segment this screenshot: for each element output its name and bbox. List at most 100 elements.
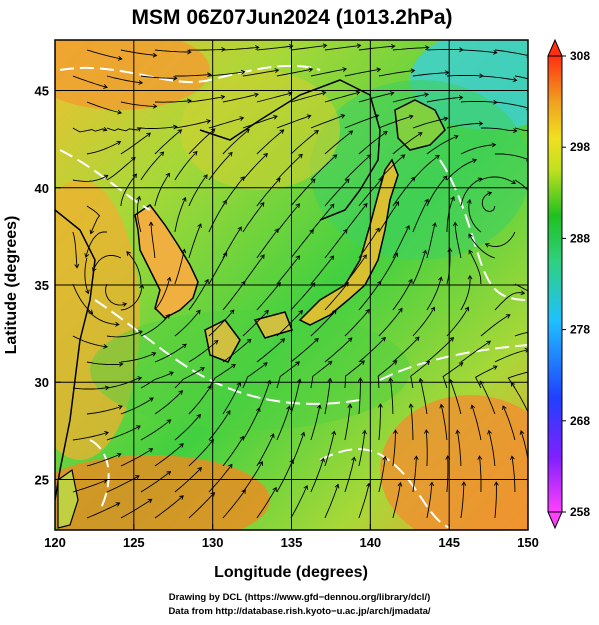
streamline-arrowhead <box>264 309 269 315</box>
streamline-arrowhead <box>408 403 414 408</box>
streamline <box>392 93 429 103</box>
streamline-arrowhead <box>452 221 458 227</box>
x-axis-label: Longitude (degrees) <box>214 564 368 581</box>
streamline-arrowhead <box>487 191 493 196</box>
streamline <box>460 144 496 155</box>
streamline <box>449 379 462 415</box>
streamline <box>188 174 208 207</box>
streamline-arrowhead <box>478 121 484 126</box>
streamline <box>485 231 516 247</box>
streamline <box>256 338 285 363</box>
colorbar-tick-label: 298 <box>570 140 590 154</box>
streamline <box>276 406 291 441</box>
streamline <box>460 177 482 207</box>
streamline <box>480 127 517 132</box>
streamline-arrowhead <box>491 142 497 148</box>
streamline-arrowhead <box>466 199 472 204</box>
streamline <box>72 231 78 268</box>
streamline-arrowhead <box>159 151 165 157</box>
streamline <box>140 314 170 337</box>
streamline <box>324 484 339 519</box>
streamline <box>378 456 386 493</box>
streamline-arrowhead <box>187 49 192 55</box>
streamline <box>344 68 381 77</box>
streamline-arrowhead <box>203 174 208 179</box>
streamline-arrowhead <box>240 176 245 181</box>
streamline-arrowhead <box>464 306 469 312</box>
streamline <box>120 284 143 311</box>
streamline <box>378 308 403 337</box>
colorbar-bottom-arrow <box>547 511 563 530</box>
streamline-arrowhead <box>103 174 109 180</box>
streamline <box>256 178 281 207</box>
streamline-arrowhead <box>347 337 353 343</box>
streamline-arrowhead <box>321 90 327 96</box>
streamline-arrowhead <box>487 429 492 435</box>
streamline <box>426 482 433 519</box>
streamline-arrowhead <box>272 486 277 492</box>
streamline <box>344 457 355 493</box>
streamline <box>324 130 353 155</box>
streamline <box>494 101 528 109</box>
streamline-arrowhead <box>425 360 431 366</box>
streamline <box>106 75 143 84</box>
contour-line <box>89 439 110 511</box>
streamline <box>154 100 191 103</box>
streamline-arrowhead <box>512 128 518 134</box>
streamline <box>446 75 483 77</box>
streamline <box>324 431 335 467</box>
streamline-arrowhead <box>378 403 383 408</box>
streamline-arrowhead <box>200 367 205 372</box>
streamline <box>86 405 123 415</box>
streamline <box>412 199 429 233</box>
streamline <box>154 443 184 467</box>
streamline <box>344 309 370 337</box>
streamline <box>520 430 528 463</box>
streamline <box>276 255 300 285</box>
streamline-arrowhead <box>425 45 430 51</box>
streamline-arrowhead <box>418 377 424 383</box>
streamline <box>310 309 337 337</box>
streamline <box>106 330 143 338</box>
streamline <box>222 281 246 311</box>
streamline-arrowhead <box>450 196 455 201</box>
streamline <box>392 47 429 51</box>
streamline <box>378 252 398 285</box>
streamline <box>222 489 246 519</box>
streamline <box>276 310 303 337</box>
streamline <box>310 203 335 233</box>
streamline-arrowhead <box>206 119 212 124</box>
streamline <box>468 233 496 259</box>
streamline-arrowhead <box>310 282 316 288</box>
streamline-arrowhead <box>468 233 473 239</box>
streamline <box>174 120 211 129</box>
streamline <box>425 429 428 467</box>
streamline-arrowhead <box>334 483 340 489</box>
streamline-arrowhead <box>169 371 174 376</box>
streamline-arrowhead <box>118 404 123 410</box>
streamline <box>426 175 448 207</box>
streamline <box>310 154 337 181</box>
streamline <box>358 430 366 467</box>
x-tick-label: 135 <box>281 535 303 550</box>
streamline <box>242 153 268 181</box>
streamline-arrowhead <box>295 361 300 366</box>
streamline <box>358 92 394 103</box>
streamline-arrowhead <box>398 307 403 313</box>
streamline-arrowhead <box>166 419 172 424</box>
streamline <box>120 498 152 519</box>
streamline <box>188 385 212 415</box>
streamline <box>256 228 279 259</box>
y-axis-label: Latitude (degrees) <box>3 216 20 355</box>
streamline-arrowhead <box>148 221 154 226</box>
streamline-arrowhead <box>228 463 233 469</box>
honshu-island <box>298 158 399 326</box>
streamline <box>358 227 380 259</box>
streamline-arrowhead <box>477 455 483 460</box>
streamline-arrowhead <box>378 177 383 183</box>
streamline-arrowhead <box>410 68 416 74</box>
streamline-arrowhead <box>422 249 428 255</box>
streamline-arrowhead <box>179 495 184 500</box>
streamline <box>256 129 284 155</box>
streamline-arrowhead <box>239 435 244 441</box>
